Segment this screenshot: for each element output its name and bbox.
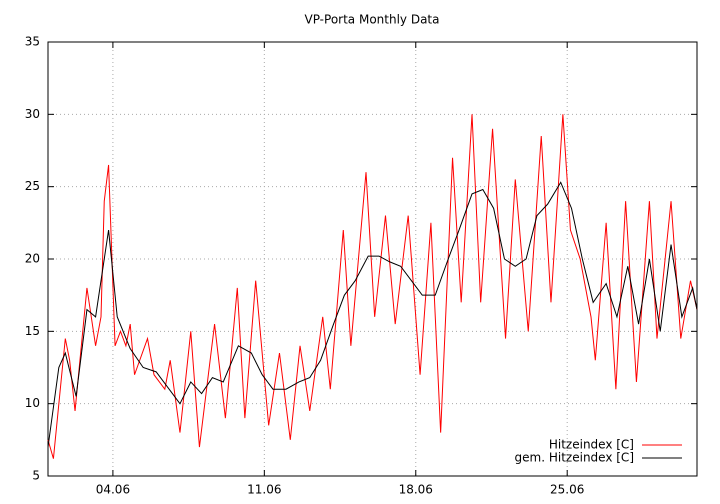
y-tick-label: 10 — [25, 396, 40, 410]
y-tick-label: 15 — [25, 324, 40, 338]
legend-label: gem. Hitzeindex [C] — [515, 451, 634, 465]
x-tick-label: 25.06 — [550, 483, 584, 497]
x-tick-label: 11.06 — [247, 483, 281, 497]
y-tick-label: 30 — [25, 107, 40, 121]
plot-frame — [47, 41, 698, 477]
y-tick-label: 20 — [25, 252, 40, 266]
x-tick-label: 18.06 — [399, 483, 433, 497]
y-tick-label: 25 — [25, 179, 40, 193]
y-tick-label: 35 — [25, 35, 40, 49]
x-tick-label: 04.06 — [96, 483, 130, 497]
legend-label: Hitzeindex [C] — [549, 438, 634, 452]
line-series — [47, 181, 698, 448]
y-tick-label: 5 — [32, 469, 40, 483]
line-series — [47, 114, 698, 459]
chart-title: VP-Porta Monthly Data — [305, 13, 440, 27]
